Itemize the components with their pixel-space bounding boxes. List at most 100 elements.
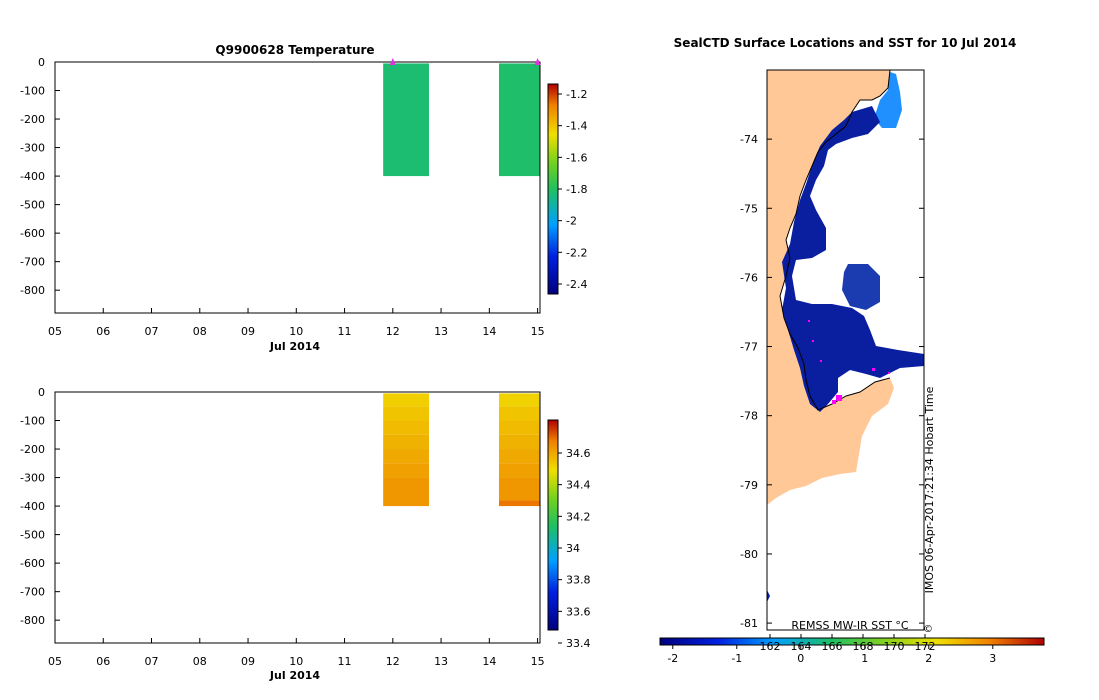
temperature-title: Q9900628 Temperature xyxy=(215,43,374,57)
cold-sst-band xyxy=(782,106,924,412)
y-tick-label: -800 xyxy=(20,284,45,297)
cell-0-band-0 xyxy=(383,63,430,177)
lat-tick-label: -80 xyxy=(740,548,758,561)
x-tick-label: 11 xyxy=(338,655,352,668)
temperature-x-ticks: 05 06 07 08 09 10 11 12 13 14 15 xyxy=(48,308,545,338)
map-panel: SealCTD Surface Locations and SST for 10… xyxy=(659,36,1045,665)
copyright-icon: © xyxy=(923,624,933,635)
cell-0-band-1 xyxy=(383,406,430,421)
y-tick-label: -600 xyxy=(20,227,45,240)
colorbar-tick-label: 33.6 xyxy=(566,605,591,618)
y-tick-label: 0 xyxy=(38,56,45,69)
y-tick-label: -500 xyxy=(20,199,45,212)
lat-tick-label: -76 xyxy=(740,271,758,284)
x-tick-label: 05 xyxy=(48,655,62,668)
x-tick-label: 15 xyxy=(531,655,545,668)
x-tick-label: 14 xyxy=(482,655,496,668)
salinity-y-ticks: 0 -100 -200 -300 -400 -500 -600 -700 -800 xyxy=(20,386,60,627)
salinity-colorbar-ticks: 34.6 34.4 34.2 34 33.8 33.6 33.4 xyxy=(558,447,591,650)
sst-colorbar-overlay-ticks: 162 164 166 168 170 172 xyxy=(760,634,936,653)
y-tick-label: 0 xyxy=(38,386,45,399)
x-tick-label: 13 xyxy=(434,655,448,668)
y-tick-label: -800 xyxy=(20,614,45,627)
y-tick-label: -300 xyxy=(20,142,45,155)
y-tick-label: -400 xyxy=(20,500,45,513)
y-tick-label: -700 xyxy=(20,586,45,599)
temperature-y-ticks: 0 -100 -200 -300 -400 -500 -600 -700 -800 xyxy=(20,56,60,297)
temperature-profile-markers xyxy=(389,58,541,65)
colorbar-tick-label: 33.8 xyxy=(566,574,591,587)
overlay-tick-label: 166 xyxy=(822,640,843,653)
sst-tick-label: 2 xyxy=(925,652,932,665)
colorbar-tick-label: -2.2 xyxy=(566,246,587,259)
colorbar-tick-label: 34.4 xyxy=(566,479,591,492)
sst-tick-label: 0 xyxy=(797,652,804,665)
y-tick-label: -600 xyxy=(20,557,45,570)
cell-1-band-6 xyxy=(498,477,540,501)
colorbar-tick-label: -1.8 xyxy=(566,183,587,196)
x-tick-label: 15 xyxy=(531,325,545,338)
x-tick-label: 12 xyxy=(386,655,400,668)
y-tick-label: -700 xyxy=(20,256,45,269)
x-tick-label: 10 xyxy=(289,325,303,338)
cell-0-band-5 xyxy=(383,463,430,478)
coastline xyxy=(767,70,891,411)
x-tick-label: 10 xyxy=(289,655,303,668)
overlay-tick-label: 162 xyxy=(760,640,781,653)
lat-tick-label: -78 xyxy=(740,410,758,423)
cell-1-band-0 xyxy=(498,393,540,407)
sst-colorbar xyxy=(659,637,1045,646)
imos-watermark: IMOS 06-Apr-2017:21:34 Hobart Time xyxy=(923,386,936,593)
colorbar-tick-label: 34.6 xyxy=(566,447,591,460)
temperature-panel: Q9900628 Temperature 0 -100 -200 -300 -400 -5… xyxy=(20,43,587,353)
temperature-xlabel: Jul 2014 xyxy=(269,340,320,353)
salinity-colorbar xyxy=(547,419,559,631)
colorbar-tick-label: -1.4 xyxy=(566,120,587,133)
cell-1-band-7 xyxy=(498,500,540,507)
overlay-tick-label: 168 xyxy=(853,640,874,653)
cell-0-band-4 xyxy=(383,449,430,464)
salinity-cells xyxy=(383,393,540,507)
cold-sst-edge xyxy=(767,590,770,602)
x-tick-label: 07 xyxy=(145,325,159,338)
lat-tick-label: -81 xyxy=(740,617,758,630)
cell-1-band-2 xyxy=(498,420,540,435)
colorbar-tick-label: 33.4 xyxy=(566,637,591,650)
cell-0-band-3 xyxy=(383,434,430,450)
overlay-tick-label: 170 xyxy=(884,640,905,653)
x-tick-label: 08 xyxy=(193,655,207,668)
colorbar-tick-label: -1.6 xyxy=(566,151,587,164)
x-tick-label: 06 xyxy=(96,655,110,668)
cell-1-band-4 xyxy=(498,449,540,464)
x-tick-label: 12 xyxy=(386,325,400,338)
sst-tick-label: 3 xyxy=(989,652,996,665)
colorbar-tick-label: 34 xyxy=(566,542,580,555)
sst-colorbar-ticks: -2 -1 0 1 2 3 xyxy=(667,645,996,665)
profile-marker xyxy=(389,58,396,65)
lat-tick-label: -74 xyxy=(740,133,758,146)
sst-tick-label: -1 xyxy=(731,652,742,665)
land xyxy=(767,70,894,505)
salinity-panel: 0 -100 -200 -300 -400 -500 -600 -700 -800 05 06 07… xyxy=(20,386,590,682)
lat-tick-label: -77 xyxy=(740,341,758,354)
x-tick-label: 13 xyxy=(434,325,448,338)
x-tick-label: 11 xyxy=(338,325,352,338)
y-tick-label: -200 xyxy=(20,443,45,456)
y-tick-label: -100 xyxy=(20,85,45,98)
map-frame xyxy=(766,69,925,631)
map-title: SealCTD Surface Locations and SST for 10… xyxy=(674,36,1017,50)
warm-sst-patch xyxy=(874,72,902,128)
lat-tick-label: -75 xyxy=(740,202,758,215)
y-tick-label: -400 xyxy=(20,170,45,183)
cell-0-band-0 xyxy=(383,393,430,407)
x-tick-label: 06 xyxy=(96,325,110,338)
sst-tick-label: 1 xyxy=(861,652,868,665)
x-tick-label: 08 xyxy=(193,325,207,338)
salinity-xlabel: Jul 2014 xyxy=(269,669,320,682)
temperature-cells xyxy=(383,63,540,177)
temperature-colorbar xyxy=(547,83,559,295)
y-tick-label: -300 xyxy=(20,472,45,485)
cell-0-band-2 xyxy=(383,420,430,435)
sst-tick-label: -2 xyxy=(667,652,678,665)
